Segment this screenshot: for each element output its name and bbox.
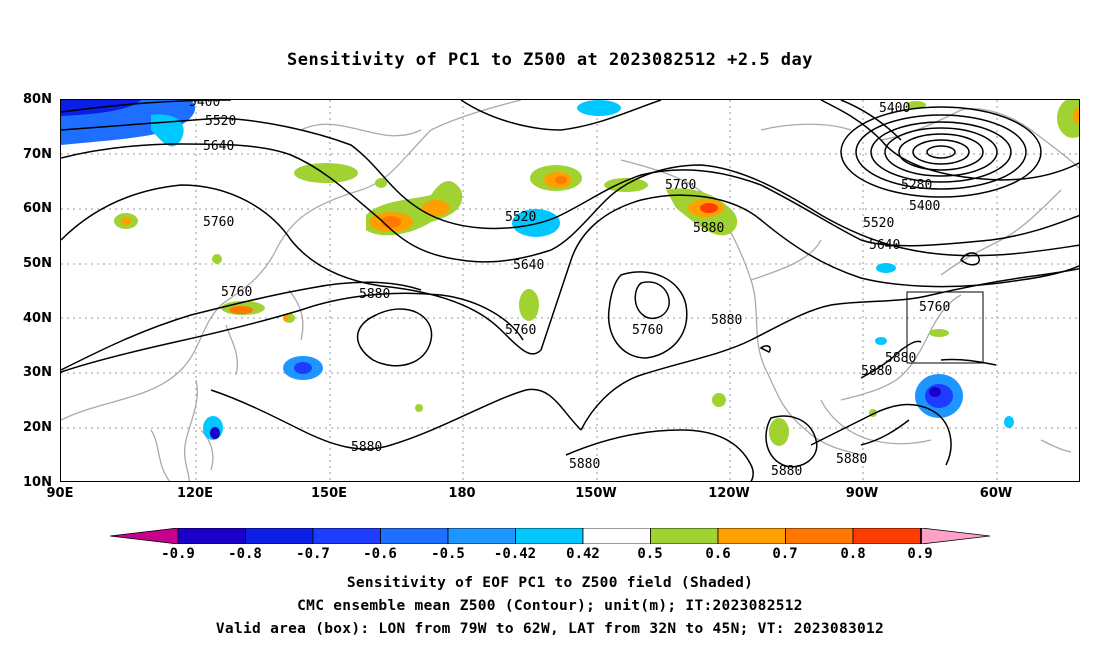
contour-label: 5880: [885, 351, 916, 366]
colorbar-bin: [785, 528, 854, 544]
caption-line-3: Valid area (box): LON from 79W to 62W, L…: [215, 621, 885, 637]
contour-5760-central: [540, 194, 1079, 351]
contour-label: 5880: [711, 313, 742, 328]
contour-label: 5760: [919, 300, 950, 315]
contour-5880-atlantic: [860, 340, 922, 379]
caption-line-2: CMC ensemble mean Z500 (Contour); unit(m…: [297, 598, 803, 614]
colorbar-bin: [312, 528, 381, 544]
contour-label: 5760: [632, 323, 663, 338]
contour-5760-low: [607, 271, 688, 359]
colorbar-upper-triangle: [921, 528, 990, 544]
lat-label-20n: 20N: [23, 420, 52, 435]
contour-label: 5880: [359, 287, 390, 302]
contour-label: 5520: [205, 114, 236, 129]
colorbar-label: 0.9: [907, 546, 933, 562]
lat-label-50n: 50N: [23, 256, 52, 271]
colorbar-label: -0.8: [228, 546, 262, 562]
lat-label-10n: 10N: [23, 475, 52, 490]
lon-label-90w: 90W: [845, 486, 879, 501]
contour-label: 5880: [771, 464, 802, 479]
contour-label: 5760: [221, 285, 252, 300]
contour-label: 5400: [909, 199, 940, 214]
contour-5640-west: [61, 143, 552, 263]
colorbar-label: -0.5: [431, 546, 465, 562]
lat-label-40n: 40N: [23, 311, 52, 326]
colorbar-bin: [515, 528, 584, 544]
z500-contours: [61, 100, 1079, 481]
lat-label-80n: 80N: [23, 92, 52, 107]
colorbar-bin: [447, 528, 516, 544]
contour-label: 5520: [863, 216, 894, 231]
lon-label-150w: 150W: [575, 486, 617, 501]
colorbar-label: -0.9: [161, 546, 195, 562]
lon-label-120e: 120E: [176, 486, 214, 501]
contour-5880-east: [565, 429, 754, 481]
contour-5400-west: [61, 100, 232, 113]
lat-label-30n: 30N: [23, 365, 52, 380]
coastlines: [61, 100, 1079, 481]
colorbar-bin: [582, 528, 651, 544]
colorbar: [110, 528, 990, 544]
colorbar-bin: [717, 528, 786, 544]
contour-5880-central: [580, 267, 1079, 431]
lat-label-70n: 70N: [23, 147, 52, 162]
colorbar-label: 0.42: [566, 546, 600, 562]
contour-5520-west: [61, 117, 482, 229]
contour-label: 5520: [505, 210, 536, 225]
contour-label: 5640: [203, 139, 234, 154]
contour-label: 5880: [836, 452, 867, 467]
contour-label: 5880: [351, 440, 382, 455]
colorbar-label: -0.42: [493, 546, 537, 562]
lat-label-60n: 60N: [23, 201, 52, 216]
colorbar-bin: [245, 528, 314, 544]
lon-label-60w: 60W: [979, 486, 1013, 501]
caption-line-1: Sensitivity of EOF PC1 to Z500 field (Sh…: [346, 575, 754, 591]
colorbar-label: 0.7: [772, 546, 798, 562]
colorbar-label: 0.6: [705, 546, 731, 562]
colorbar-bin: [650, 528, 719, 544]
contour-5760-south: [61, 281, 422, 371]
contour-labels: 5400 5520 5640 5760 5760 5880 5520 5640 …: [189, 100, 950, 479]
colorbar-bin: [177, 528, 246, 544]
colorbar-label: -0.6: [363, 546, 397, 562]
contour-label: 5400: [879, 101, 910, 116]
contour-label: 5760: [203, 215, 234, 230]
contour-label: 5760: [505, 323, 536, 338]
map-canvas: 5400 5520 5640 5760 5760 5880 5520 5640 …: [61, 100, 1079, 481]
contour-label: 5760: [665, 178, 696, 193]
colorbar-label: 0.8: [840, 546, 866, 562]
lon-label-90e: 90E: [46, 486, 74, 501]
contour-label: 5880: [693, 221, 724, 236]
contour-label: 5400: [189, 100, 220, 110]
lon-label-150e: 150E: [310, 486, 348, 501]
contour-5760-west: [61, 184, 542, 355]
contour-label: 5880: [569, 457, 600, 472]
contour-5880-west: [61, 292, 524, 373]
valid-area-box: [906, 291, 984, 364]
contour-ridge-5640: [460, 100, 662, 131]
contour-label: 5880: [861, 364, 892, 379]
contour-5880-high: [356, 308, 433, 367]
neg-region-bering: [512, 209, 560, 237]
contour-label: 5640: [513, 258, 544, 273]
colorbar-label: 0.5: [637, 546, 663, 562]
contour-5520-central: [480, 169, 1079, 247]
colorbar-label: -0.7: [296, 546, 330, 562]
contour-5640-central: [550, 164, 1079, 257]
colorbar-bin: [852, 528, 921, 544]
colorbar-bin: [380, 528, 449, 544]
lon-label-180: 180: [448, 486, 476, 501]
colorbar-lower-triangle: [110, 528, 179, 544]
figure-title: Sensitivity of PC1 to Z500 at 2023082512…: [286, 50, 813, 70]
contour-label: 5280: [901, 178, 932, 193]
contour-5880-south: [210, 388, 582, 450]
lon-label-120w: 120W: [708, 486, 750, 501]
contour-label: 5640: [869, 238, 900, 253]
map-panel: 5400 5520 5640 5760 5760 5880 5520 5640 …: [60, 99, 1080, 482]
